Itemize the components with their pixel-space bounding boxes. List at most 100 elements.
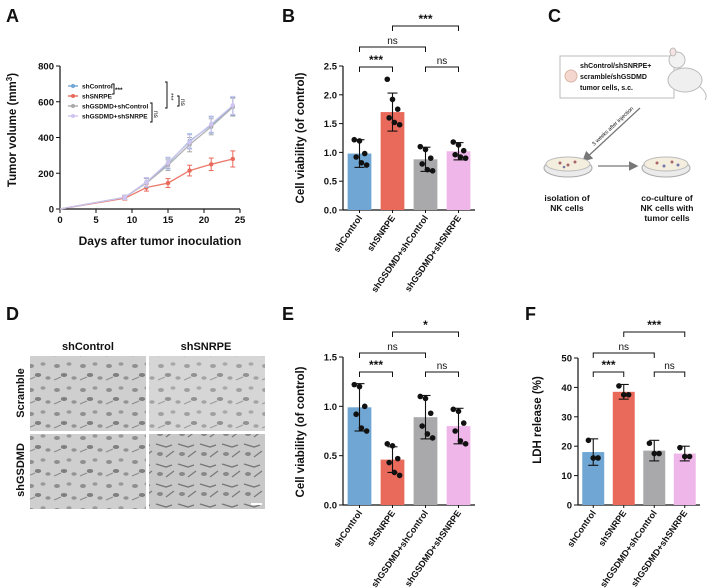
data-point (590, 455, 597, 461)
comparison-bracket (359, 66, 393, 72)
comparison-label: ns (618, 342, 629, 353)
x-tick-label: shGSDMD+shControl (369, 508, 430, 588)
x-tick-label: shGSDMD+shSNRPE (629, 508, 689, 588)
coculture-caption-3: tumor cells (644, 213, 690, 223)
data-point (209, 162, 214, 167)
y-tick-label: 50 (561, 354, 572, 365)
comparison-bracket (592, 352, 655, 358)
x-tick-label: 10 (127, 215, 138, 226)
panel-label-e: E (282, 304, 294, 324)
stat-bracket (177, 95, 180, 107)
chart-b-ylabel: Cell viability (of control) (295, 72, 307, 203)
x-tick-label: 20 (199, 215, 210, 226)
x-tick-label: shGSDMD+shControl (369, 213, 430, 294)
data-point (450, 406, 457, 413)
bar (380, 112, 405, 210)
panel-label-b: B (282, 6, 295, 26)
data-point (429, 435, 436, 441)
data-point (384, 76, 391, 83)
comparison-bracket (359, 46, 426, 52)
y-tick-label: 2.0 (324, 90, 337, 101)
micro-col-label-1: shControl (62, 341, 114, 353)
data-point (386, 459, 392, 466)
y-tick-label: 200 (38, 169, 54, 180)
data-point (209, 121, 214, 127)
data-point (351, 381, 358, 388)
legend-marker (71, 104, 75, 108)
data-point (361, 150, 368, 157)
data-point (358, 425, 365, 431)
y-tick-label: 20 (561, 442, 572, 453)
bar (582, 452, 605, 505)
data-point (419, 161, 425, 167)
data-point (389, 96, 396, 103)
chart-a-ylabel: Tumor volume (mm3) (5, 73, 19, 187)
micro-row-label-2: shGSDMD (15, 443, 27, 497)
data-point (681, 453, 688, 460)
data-point (646, 440, 653, 447)
injection-line-1: shControl/shSNRPE+ (580, 63, 651, 70)
data-point (427, 410, 434, 417)
data-point (356, 138, 363, 144)
injection-line-3: tumor cells, s.c. (580, 85, 633, 92)
comparison-bracket (623, 331, 686, 337)
data-point (620, 391, 627, 398)
chart-a-xlabel: Days after tumor inoculation (79, 234, 242, 248)
bar (643, 450, 666, 505)
legend-bracket (112, 83, 115, 95)
comparison-bracket (653, 371, 686, 377)
bar (612, 391, 635, 505)
panel-label-f: F (525, 304, 536, 324)
data-point (422, 395, 429, 402)
comparison-bracket (425, 66, 459, 72)
data-point (187, 168, 192, 173)
data-point (452, 151, 458, 158)
series-line-0 (59, 105, 234, 210)
nk-caption-1: isolation of (544, 193, 590, 203)
legend-entry: shGSDMD+shControl (82, 104, 148, 111)
comparison-label: ns (664, 361, 675, 372)
comparison-bracket (425, 371, 459, 377)
y-tick-label: 1.5 (324, 119, 338, 130)
data-point (144, 179, 149, 185)
comparison-bracket (392, 331, 459, 337)
x-tick-label: 0 (57, 215, 62, 226)
timeline-arrow (582, 107, 641, 162)
cell-viability-chart-b: Cell viability (of control) 0.0 0.5 1.0 1.5… (295, 12, 475, 294)
panel-label-c: C (548, 6, 561, 26)
microscopy-panel: shControl shSNRPE Scramble shGSDMD (15, 341, 265, 509)
micro-image-scramble-shcontrol (30, 356, 146, 431)
comparison-label: ns (387, 36, 398, 47)
data-point (361, 403, 368, 410)
data-point (462, 441, 469, 447)
y-tick-label: 1.0 (324, 148, 337, 159)
comparison-label: *** (601, 358, 615, 372)
data-point (424, 166, 431, 173)
data-point (165, 180, 171, 186)
bar (347, 153, 372, 210)
micro-image-scramble-shsnrpe (149, 356, 265, 431)
data-point (394, 455, 401, 462)
stat-label: ns (179, 99, 186, 107)
x-tick-label: shSNRPE (365, 508, 397, 548)
data-point (122, 195, 128, 200)
data-point (625, 391, 632, 398)
data-point (452, 428, 458, 434)
data-point (353, 154, 359, 160)
data-point (651, 450, 658, 457)
comparison-label: *** (647, 318, 661, 332)
tumor-volume-chart: Tumor volume (mm3) Days after tumor inoc… (5, 62, 246, 249)
y-tick-label: 2.5 (324, 62, 338, 73)
data-point (363, 428, 370, 434)
stat-label: ns (152, 111, 159, 119)
y-tick-label: 10 (561, 471, 572, 482)
data-point (424, 431, 431, 437)
x-tick-label: 25 (235, 215, 246, 226)
legend-marker (71, 84, 75, 88)
data-point (230, 156, 235, 162)
y-tick-label: 0 (567, 501, 572, 512)
y-tick-label: 0.0 (324, 501, 337, 512)
data-point (677, 444, 683, 451)
stat-label: *** (167, 93, 174, 101)
